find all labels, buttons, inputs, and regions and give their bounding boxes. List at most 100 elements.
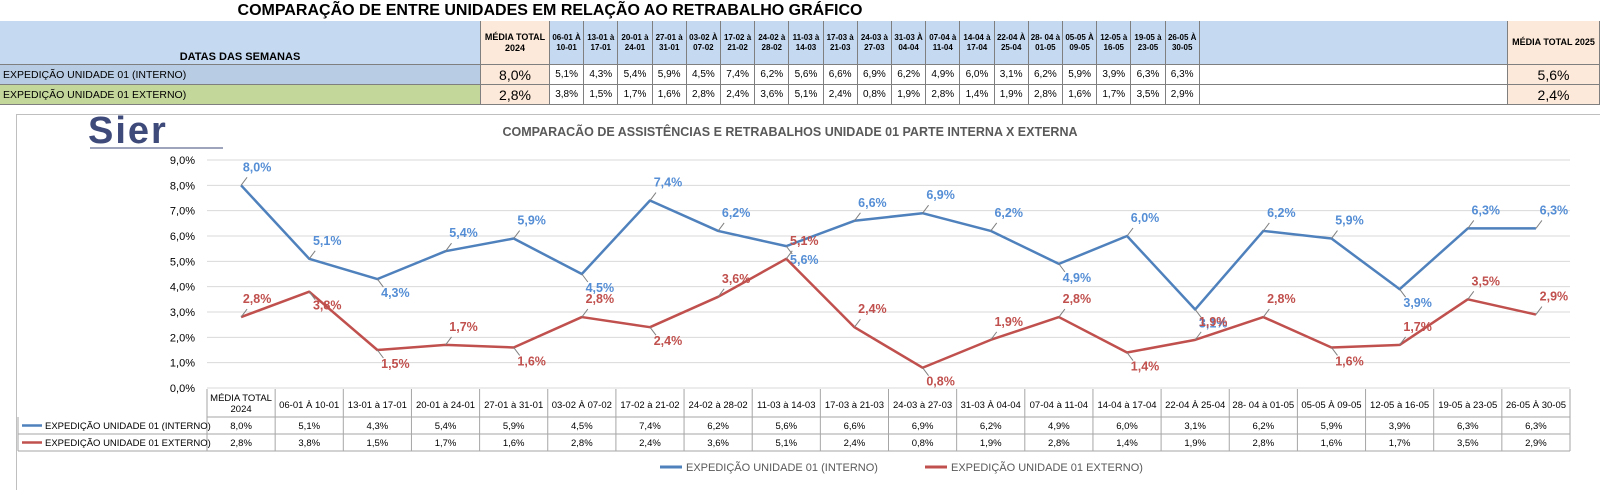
avg-2025-value: 5,6% xyxy=(1508,65,1600,85)
data-label: 1,6% xyxy=(517,354,546,368)
data-table-value: 2,8% xyxy=(1048,438,1070,449)
data-table-value: 1,7% xyxy=(435,438,457,449)
data-table-value: 5,6% xyxy=(775,421,797,432)
data-label: 1,7% xyxy=(449,320,478,334)
data-table-value: 3,1% xyxy=(1184,421,1206,432)
data-label-leader xyxy=(1399,288,1407,298)
data-label: 4,3% xyxy=(381,286,410,300)
data-label-leader xyxy=(1399,336,1407,346)
week-value: 5,6% xyxy=(789,65,824,85)
week-header: 20-01 à 24-01 xyxy=(618,21,653,65)
data-table-value: 6,9% xyxy=(912,421,934,432)
avg-2024-header: MÉDIA TOTAL 2024 xyxy=(481,21,550,65)
data-label-leader xyxy=(1058,263,1066,273)
blank-cell xyxy=(1199,85,1508,105)
data-label-leader xyxy=(308,250,316,260)
x-tick-label: 22-04 À 25-04 xyxy=(1165,400,1225,411)
week-header: 12-05 à 16-05 xyxy=(1097,21,1132,65)
week-value: 6,6% xyxy=(823,65,858,85)
week-value: 0,8% xyxy=(857,85,892,105)
data-table-value: 5,9% xyxy=(1321,421,1343,432)
data-table-value: 6,2% xyxy=(980,421,1002,432)
x-tick-label: 26-05 À 30-05 xyxy=(1506,400,1566,411)
data-label: 1,5% xyxy=(381,357,410,371)
x-tick-label: 24-03 à 27-03 xyxy=(893,400,952,411)
y-tick-label: 7,0% xyxy=(170,206,195,218)
data-label-leader xyxy=(376,349,384,359)
data-label-leader xyxy=(240,177,248,186)
data-label: 4,9% xyxy=(1063,271,1092,285)
x-tick-label: 17-02 à 21-02 xyxy=(620,400,679,411)
legend-label: EXPEDIÇÃO UNIDADE 01 EXTERNO) xyxy=(951,461,1143,474)
week-value: 6,3% xyxy=(1131,65,1166,85)
x-tick-label: 05-05 À 09-05 xyxy=(1301,400,1361,411)
data-table-value: 6,2% xyxy=(1252,421,1274,432)
blank-header-cell xyxy=(1199,21,1508,65)
data-label-leader xyxy=(922,204,929,214)
data-label: 1,7% xyxy=(1403,320,1432,334)
data-label: 1,9% xyxy=(1199,315,1228,329)
data-table-value: 6,0% xyxy=(1116,421,1138,432)
x-tick-label: 11-03 à 14-03 xyxy=(757,400,815,411)
week-value: 5,9% xyxy=(652,65,687,85)
week-value: 5,1% xyxy=(789,85,824,105)
week-value: 4,3% xyxy=(584,65,619,85)
week-value: 5,9% xyxy=(1063,65,1098,85)
data-label-leader xyxy=(1126,227,1134,237)
week-value: 1,9% xyxy=(994,85,1029,105)
logo-text: Sier xyxy=(88,113,168,152)
data-label-leader xyxy=(513,347,521,356)
data-label-leader xyxy=(1535,306,1543,315)
data-table-value: 3,5% xyxy=(1457,438,1479,449)
data-label: 3,5% xyxy=(1472,274,1501,288)
data-table-value: 1,4% xyxy=(1116,438,1138,449)
y-tick-label: 4,0% xyxy=(170,282,195,294)
data-table-value: 4,5% xyxy=(571,421,593,432)
week-value: 6,3% xyxy=(1165,65,1200,85)
data-label: 2,8% xyxy=(243,292,272,306)
data-label-leader xyxy=(308,291,316,301)
avg-2024-value: 2,8% xyxy=(481,85,550,105)
data-table-value: 2,4% xyxy=(639,438,661,449)
data-table-value: 3,8% xyxy=(298,438,320,449)
data-table-value: 6,3% xyxy=(1525,421,1547,432)
data-table-series-name: EXPEDIÇÃO UNIDADE 01 EXTERNO) xyxy=(45,438,211,449)
data-label: 1,6% xyxy=(1335,354,1364,368)
week-value: 6,9% xyxy=(857,65,892,85)
data-table-value: 2,8% xyxy=(571,438,593,449)
blank-cell xyxy=(1199,65,1508,85)
data-label: 6,0% xyxy=(1131,211,1160,225)
week-header: 22-04 À 25-04 xyxy=(994,21,1029,65)
avg-2025-value: 2,4% xyxy=(1508,85,1600,105)
week-value: 3,5% xyxy=(1131,85,1166,105)
x-tick-label: 03-02 À 07-02 xyxy=(552,400,612,411)
week-value: 1,6% xyxy=(652,85,687,105)
x-tick-label: 2024 xyxy=(231,404,252,415)
data-table-value: 2,8% xyxy=(230,438,252,449)
x-tick-label: 19-05 à 23-05 xyxy=(1438,400,1497,411)
data-table-value: 7,4% xyxy=(639,421,661,432)
data-label: 5,9% xyxy=(1335,214,1364,228)
data-label-leader xyxy=(376,278,384,288)
week-header: 26-05 À 30-05 xyxy=(1165,21,1200,65)
data-label-leader xyxy=(649,192,657,201)
data-label: 6,9% xyxy=(926,188,955,202)
week-value: 3,9% xyxy=(1097,65,1132,85)
table-row-label: EXPEDIÇÃO UNIDADE 01 EXTERNO) xyxy=(0,85,481,105)
data-label-leader xyxy=(1262,308,1270,318)
page-title: COMPARAÇÃO DE ENTRE UNIDADES EM RELAÇÃO … xyxy=(237,2,863,19)
series-line xyxy=(240,184,1536,311)
week-value: 6,2% xyxy=(755,65,790,85)
week-header: 24-03 à 27-03 xyxy=(857,21,892,65)
week-header: 27-01 à 31-01 xyxy=(652,21,687,65)
data-table-value: 2,4% xyxy=(844,438,866,449)
data-label-leader xyxy=(854,318,861,328)
data-table-value: 5,4% xyxy=(435,421,457,432)
data-table-value: 1,9% xyxy=(980,438,1002,449)
week-header: 28- 04 à 01-05 xyxy=(1028,21,1063,65)
data-label: 5,9% xyxy=(517,214,546,228)
week-header: 11-03 à 14-03 xyxy=(789,21,824,65)
week-value: 5,4% xyxy=(618,65,653,85)
data-label-leader xyxy=(1058,308,1066,318)
data-label: 0,8% xyxy=(926,375,955,389)
